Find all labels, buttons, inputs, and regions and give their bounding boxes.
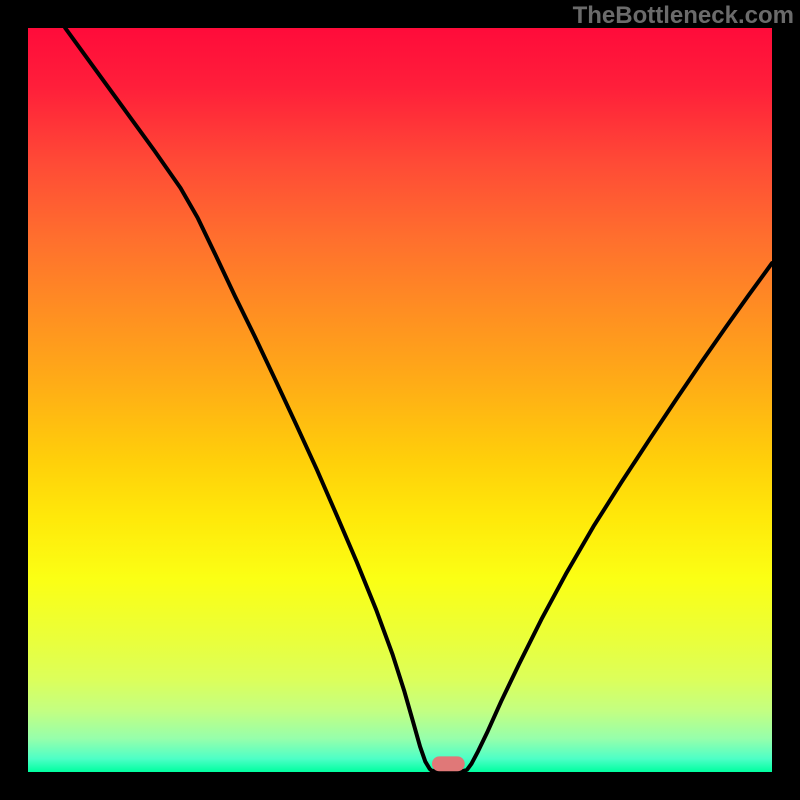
- gradient-background: [28, 28, 772, 772]
- plot-svg: [28, 28, 772, 772]
- watermark-text: TheBottleneck.com: [573, 2, 794, 30]
- optimal-marker: [432, 756, 465, 771]
- chart-frame: TheBottleneck.com: [0, 0, 800, 800]
- plot-area: [28, 28, 772, 772]
